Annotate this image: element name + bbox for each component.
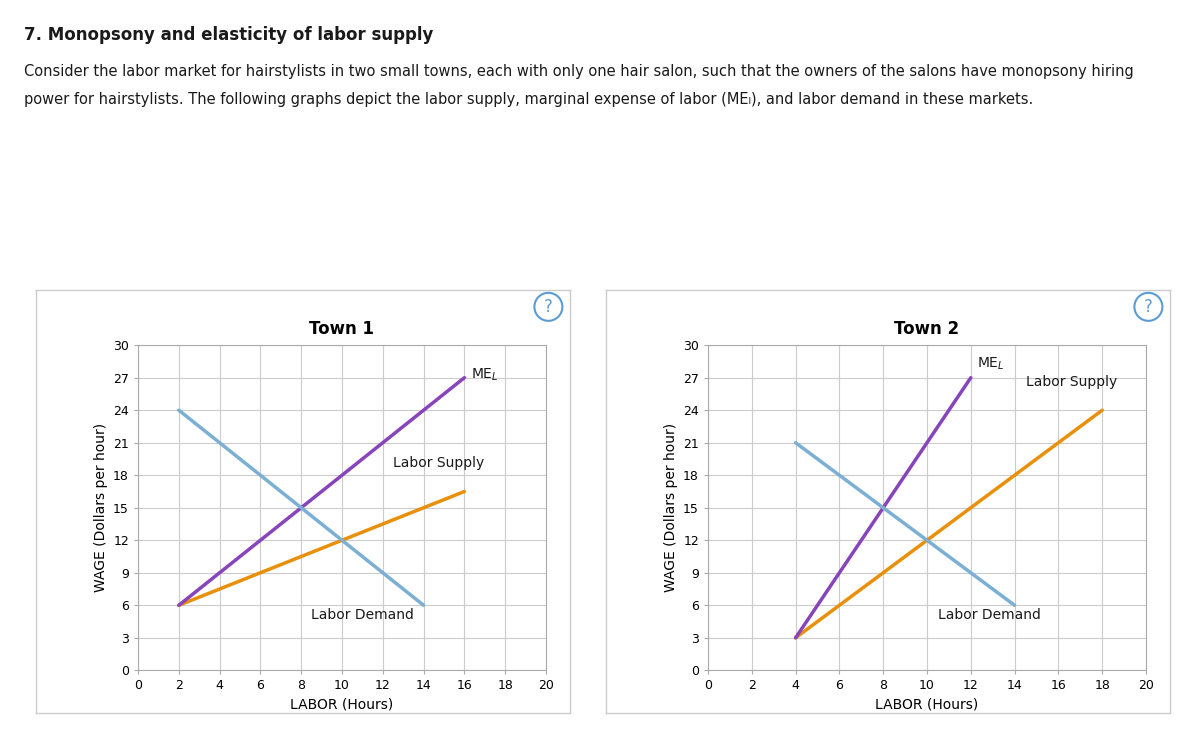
X-axis label: LABOR (Hours): LABOR (Hours) (290, 698, 394, 712)
Text: Labor Supply: Labor Supply (1026, 375, 1117, 388)
Text: Labor Demand: Labor Demand (938, 608, 1040, 621)
Text: 7. Monopsony and elasticity of labor supply: 7. Monopsony and elasticity of labor sup… (24, 26, 433, 44)
X-axis label: LABOR (Hours): LABOR (Hours) (875, 698, 979, 712)
Text: power for hairstylists. The following graphs depict the labor supply, marginal e: power for hairstylists. The following gr… (24, 92, 1033, 107)
Y-axis label: WAGE (Dollars per hour): WAGE (Dollars per hour) (94, 423, 108, 593)
Text: ?: ? (544, 298, 553, 316)
Text: Labor Demand: Labor Demand (312, 608, 414, 621)
Text: ME$_L$: ME$_L$ (470, 366, 498, 383)
Text: ME$_L$: ME$_L$ (977, 356, 1006, 372)
Title: Town 1: Town 1 (310, 320, 374, 338)
Text: Labor Supply: Labor Supply (392, 456, 485, 470)
Title: Town 2: Town 2 (894, 320, 960, 338)
Text: Consider the labor market for hairstylists in two small towns, each with only on: Consider the labor market for hairstylis… (24, 64, 1134, 79)
Text: ?: ? (1144, 298, 1153, 316)
Y-axis label: WAGE (Dollars per hour): WAGE (Dollars per hour) (664, 423, 678, 593)
